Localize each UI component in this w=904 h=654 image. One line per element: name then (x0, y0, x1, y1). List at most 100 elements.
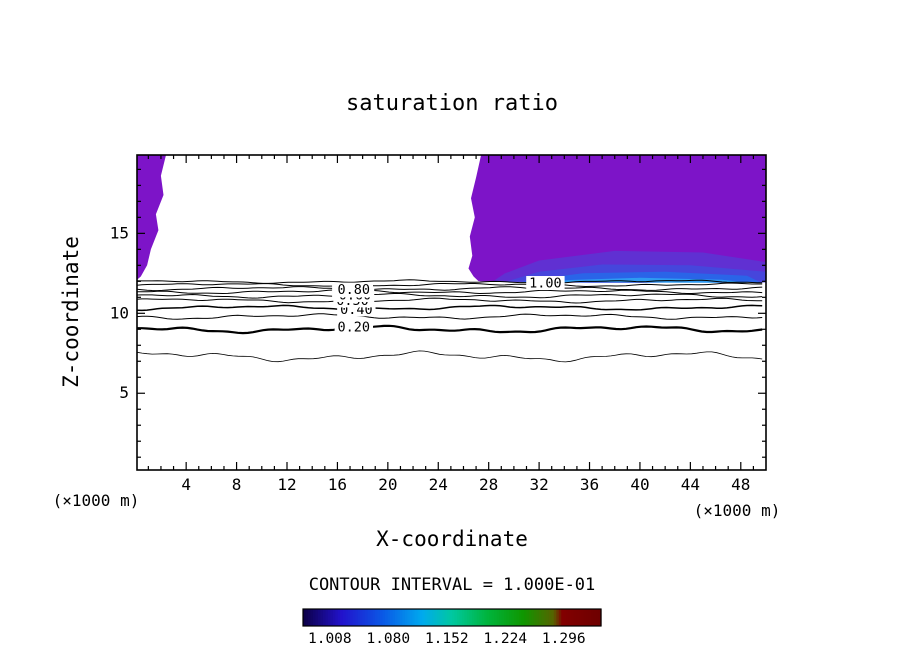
colorbar-segment (444, 609, 448, 626)
colorbar-segment (312, 609, 317, 626)
colorbar-segment (362, 609, 366, 626)
colorbar-tick-label: 1.080 (366, 631, 410, 647)
colorbar-segment (546, 609, 550, 626)
colorbar-segment (320, 609, 324, 626)
colorbar-segment (528, 609, 533, 626)
colorbar-segment (548, 609, 552, 626)
colorbar-segment (404, 609, 408, 626)
colorbar-segment (491, 609, 495, 626)
colorbar-segment (307, 609, 312, 626)
contour-label: 1.00 (529, 276, 562, 292)
chart-title: saturation ratio (346, 91, 558, 116)
filled-regions-layer (137, 155, 766, 283)
colorbar-segment (310, 609, 314, 626)
contour-label: 0.80 (338, 282, 371, 298)
colorbar-segment (563, 609, 567, 626)
contour-line-0.40 (136, 304, 763, 312)
colorbar-segment (499, 609, 503, 626)
colorbar-segment (315, 609, 319, 626)
colorbar-segment (543, 609, 547, 626)
colorbar-segment (360, 609, 364, 626)
colorbar-segment (322, 609, 326, 626)
contour-line-1.00 (136, 279, 763, 284)
contour-label: 0.20 (338, 319, 371, 335)
colorbar-segment (516, 609, 520, 626)
x-unit-label-left: (×1000 m) (53, 491, 140, 510)
colorbar-segment (551, 609, 555, 626)
colorbar-segment (345, 609, 349, 626)
colorbar-segment (347, 609, 351, 626)
colorbar-tick-label: 1.008 (308, 631, 352, 647)
x-tick-label: 4 (181, 475, 191, 494)
z-tick-label: 15 (110, 223, 129, 242)
x-tick-label: 44 (681, 475, 700, 494)
colorbar-segment (335, 609, 339, 626)
x-tick-label: 12 (277, 475, 296, 494)
x-tick-label: 24 (429, 475, 448, 494)
colorbar-segment (504, 609, 508, 626)
colorbar-segment (566, 609, 570, 626)
colorbar-segment (526, 609, 530, 626)
colorbar-segment (325, 609, 329, 626)
x-axis-label: X-coordinate (376, 527, 528, 551)
colorbar-segment (317, 609, 321, 626)
contour-label-box (526, 276, 565, 291)
colorbar-segment (501, 609, 505, 626)
contour-interval-text: CONTOUR INTERVAL = 1.000E-01 (309, 575, 596, 595)
colorbar-segment (409, 609, 413, 626)
colorbar-segment (558, 609, 562, 626)
colorbar-segment (486, 609, 490, 626)
colorbar-segment (447, 609, 451, 626)
colorbar-segment (464, 609, 468, 626)
colorbar-segment (355, 609, 359, 626)
x-tick-label: 8 (232, 475, 242, 494)
colorbar-segment (303, 609, 307, 626)
colorbar-segment (596, 609, 600, 626)
colorbar-segment (576, 609, 580, 626)
colorbar-segment (350, 609, 354, 626)
colorbar-segment (377, 609, 381, 626)
colorbar-tick-label: 1.224 (483, 631, 527, 647)
colorbar-segment (509, 609, 513, 626)
colorbar-segment (578, 609, 582, 626)
colorbar-segment (412, 609, 416, 626)
colorbar-segment (384, 609, 389, 626)
contour-line-0.20 (137, 324, 763, 335)
colorbar-tick-label: 1.296 (542, 631, 586, 647)
contour-label-box (334, 282, 374, 297)
colorbar-segment (506, 609, 510, 626)
z-tick-label: 5 (119, 383, 129, 402)
colorbar-segment (553, 609, 557, 626)
colorbar-segment (489, 609, 493, 626)
x-unit-label-right: (×1000 m) (694, 501, 781, 520)
colorbar-segment (461, 609, 466, 626)
colorbar-segment (397, 609, 401, 626)
contour-line-0.60 (136, 292, 763, 299)
x-tick-label: 16 (328, 475, 347, 494)
plot-frame (136, 154, 767, 471)
colorbar-segment (330, 609, 334, 626)
colorbar-segment (581, 609, 585, 626)
colorbar-segment (593, 609, 597, 626)
colorbar-segment (389, 609, 393, 626)
colorbar-segment (305, 609, 309, 626)
colorbar-segment (494, 609, 498, 626)
colorbar-segment (538, 609, 542, 626)
y-axis-label: Z-coordinate (59, 236, 83, 388)
colorbar-segment (573, 609, 577, 626)
colorbar-segment (514, 609, 518, 626)
colorbar-segment (427, 609, 431, 626)
colorbar-segment (337, 609, 341, 626)
colorbar: 1.008 1.080 1.152 1.224 1.296 (302, 608, 602, 647)
upper-left-saturated-area (137, 155, 166, 280)
colorbar-segment (469, 609, 473, 626)
contour-line-0.50 (136, 297, 763, 304)
colorbar-segment (533, 609, 538, 626)
colorbar-segment (556, 609, 560, 626)
z-tick-label: 10 (110, 303, 129, 322)
colorbar-segment (442, 609, 446, 626)
colorbar-segment (352, 609, 356, 626)
